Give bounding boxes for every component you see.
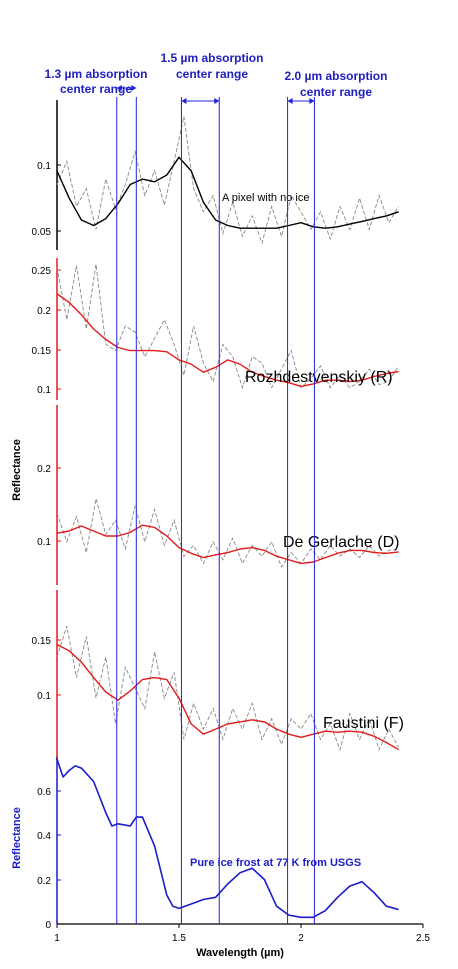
- raw-series-de-gerlache: [56, 498, 399, 568]
- arrow-head-right: [214, 98, 220, 104]
- y-tick-label-faustini: 0.15: [32, 636, 52, 647]
- smooth-series-de-gerlache: [56, 524, 399, 565]
- arrow-head-left: [287, 98, 293, 104]
- absorption-range-1-3-label-line2: center range: [60, 82, 132, 96]
- y-tick-label-no-ice: 0.05: [32, 227, 52, 238]
- absorption-range-1-5-label-line2: center range: [176, 67, 248, 81]
- smooth-series-faustini: [56, 643, 399, 751]
- arrow-head-right: [309, 98, 315, 104]
- arrow-head-left: [181, 98, 187, 104]
- y-tick-label-ice: 0.6: [37, 787, 51, 798]
- y-tick-label-ice: 0.4: [37, 831, 51, 842]
- y-tick-label-de-gerlache: 0.2: [37, 464, 51, 475]
- panel-label-ice: Pure ice frost at 77 K from USGS: [190, 857, 361, 869]
- arrow-head-left: [116, 85, 122, 91]
- y-tick-label-rozhdestvenskiy: 0.1: [37, 385, 51, 396]
- absorption-range-1-5-label-line1: 1.5 µm absorption: [161, 51, 264, 65]
- panel-label-de-gerlache: De Gerlache (D): [283, 534, 399, 551]
- y-tick-label-faustini: 0.1: [37, 691, 51, 702]
- smooth-series-rozhdestvenskiy: [56, 293, 399, 388]
- y-axis-label-shared: Reflectance: [11, 439, 23, 501]
- absorption-range-2-0-label-line1: 2.0 µm absorption: [285, 69, 388, 83]
- y-axis-label-bottom: Reflectance: [11, 807, 23, 869]
- y-tick-label-no-ice: 0.1: [37, 161, 51, 172]
- panel-label-no-ice: A pixel with no ice: [222, 192, 309, 204]
- x-axis-label: Wavelength (µm): [196, 947, 284, 959]
- y-tick-label-ice: 0: [45, 920, 51, 931]
- x-tick-label: 2: [298, 933, 304, 944]
- x-tick-label: 2.5: [416, 933, 430, 944]
- y-tick-label-rozhdestvenskiy: 0.2: [37, 306, 51, 317]
- absorption-range-1-3-label-line1: 1.3 µm absorption: [45, 67, 148, 81]
- smooth-series-ice: [56, 758, 399, 919]
- chart-marks: 0.1 0.05 A pixel with no ice 0.25 0.2 0.15 0.1…: [32, 85, 430, 944]
- panel-label-rozhdestvenskiy: Rozhdestvenskiy (R): [245, 369, 393, 386]
- y-tick-label-ice: 0.2: [37, 876, 51, 887]
- y-tick-label-rozhdestvenskiy: 0.15: [32, 346, 52, 357]
- x-tick-label: 1: [54, 933, 60, 944]
- raw-series-rozhdestvenskiy: [56, 264, 399, 390]
- y-tick-label-de-gerlache: 0.1: [37, 537, 51, 548]
- y-tick-label-rozhdestvenskiy: 0.25: [32, 266, 52, 277]
- panel-label-faustini: Faustini (F): [323, 715, 404, 732]
- smooth-series-no-ice: [56, 156, 399, 229]
- arrow-head-right: [131, 85, 137, 91]
- x-tick-label: 1.5: [172, 933, 186, 944]
- absorption-range-2-0-label-line2: center range: [300, 85, 372, 99]
- raw-series-no-ice: [56, 116, 399, 245]
